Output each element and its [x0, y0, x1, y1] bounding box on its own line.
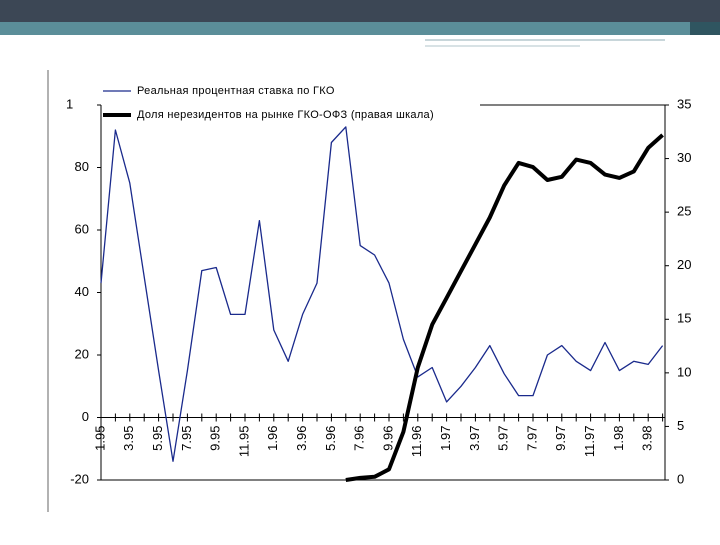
legend-label: Доля нерезидентов на рынке ГКО-ОФЗ (прав…	[137, 109, 434, 121]
y2-tick-label: 20	[677, 257, 691, 272]
x-tick-label: 3.96	[294, 426, 309, 451]
y2-tick-label: 25	[677, 204, 691, 219]
x-tick-label: 1.98	[611, 426, 626, 451]
x-tick-label: 9.97	[553, 426, 568, 451]
legend-label: Реальная процентная ставка по ГКО	[137, 85, 335, 97]
header-strip	[0, 22, 690, 35]
series-line	[345, 133, 664, 482]
y-tick-label: 80	[75, 159, 89, 174]
x-tick-label: 3.97	[467, 426, 482, 451]
y-tick-label: 60	[75, 221, 89, 236]
x-tick-label: 5.97	[496, 426, 511, 451]
x-tick-label: 5.95	[150, 426, 165, 451]
legend-box	[103, 80, 438, 126]
header-strip-end	[690, 22, 720, 35]
y-tick-label: 40	[75, 284, 89, 299]
x-tick-label: 1.96	[265, 426, 280, 451]
x-tick-label: 7.96	[352, 426, 367, 451]
x-tick-label: 7.97	[524, 426, 539, 451]
x-tick-label: 11.96	[409, 426, 424, 458]
header-bar	[0, 0, 720, 22]
x-tick-label: 3.98	[640, 426, 655, 451]
y2-tick-label: 35	[677, 96, 691, 111]
x-tick-label: 1.97	[438, 426, 453, 451]
y2-tick-label: 10	[677, 364, 691, 379]
x-tick-label: 7.95	[179, 426, 194, 451]
x-tick-label: 11.95	[236, 426, 251, 458]
y-tick-label: 20	[75, 346, 89, 361]
y2-tick-label: 15	[677, 311, 691, 326]
y2-tick-label: 30	[677, 150, 691, 165]
y-tick-label: -20	[70, 471, 89, 486]
x-tick-label: 9.96	[380, 426, 395, 451]
series-line	[100, 126, 664, 462]
y2-tick-label: 0	[677, 471, 684, 486]
x-tick-label: 3.95	[121, 426, 136, 451]
x-tick-label: 11.97	[582, 426, 597, 458]
y-tick-label: 1	[66, 96, 73, 111]
y2-tick-label: 5	[677, 418, 684, 433]
y-tick-label: 0	[82, 409, 89, 424]
x-tick-label: 9.95	[208, 426, 223, 451]
x-tick-label: 5.96	[323, 426, 338, 451]
x-tick-label: 1.95	[92, 426, 107, 451]
